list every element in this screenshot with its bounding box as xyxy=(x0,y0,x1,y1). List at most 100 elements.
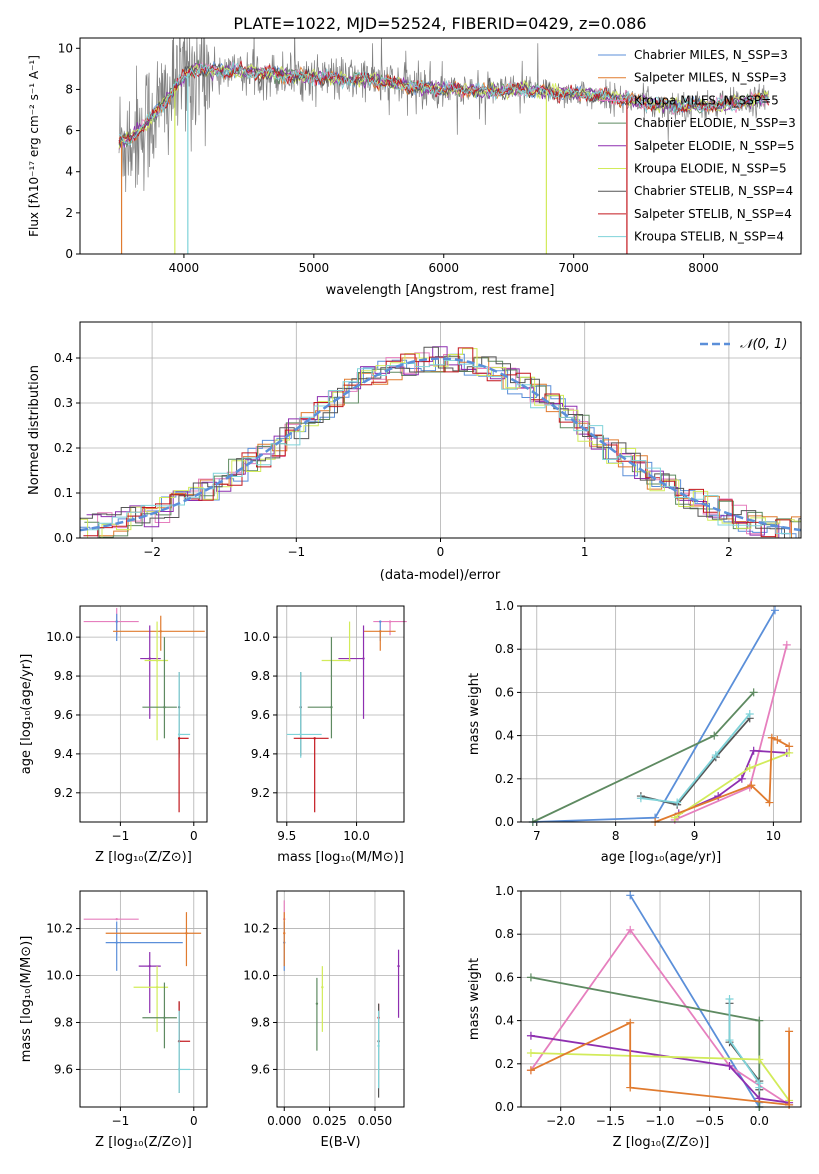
y-tick-label: 9.8 xyxy=(54,1015,73,1029)
data-point xyxy=(148,657,151,660)
y-tick-label: 10.0 xyxy=(46,969,73,983)
marks xyxy=(83,607,205,813)
x-tick-label: −1 xyxy=(112,829,130,843)
y-tick-label: 10.2 xyxy=(46,922,73,936)
x-tick-label: 10 xyxy=(766,829,781,843)
y-tick-label: 9.6 xyxy=(251,708,270,722)
data-point xyxy=(348,659,351,662)
series-marker xyxy=(710,731,719,740)
x-axis-label: age [log₁₀(age/yr)] xyxy=(601,850,722,865)
series-marker xyxy=(767,733,776,742)
x-tick-label: 5000 xyxy=(299,261,330,275)
y-tick-label: 0.0 xyxy=(495,815,514,829)
data-point xyxy=(321,986,324,989)
series-marker xyxy=(673,798,682,807)
x-tick-label: 6000 xyxy=(428,261,459,275)
spectrum-x-ticks: 4000 5000 6000 7000 8000 xyxy=(169,254,719,275)
data-point xyxy=(388,620,392,623)
x-tick-label: 8 xyxy=(612,829,620,843)
series-marker xyxy=(626,925,635,934)
y-tick-label: 0.6 xyxy=(495,970,514,984)
spectrum-title: PLATE=1022, MJD=52524, FIBERID=0429, z=0… xyxy=(233,14,646,33)
ticks: −1 0 9.6 9.8 10.0 10.2 xyxy=(46,922,197,1128)
data-point xyxy=(315,1002,319,1005)
legend-label: Chabrier STELIB, N_SSP=4 xyxy=(634,184,793,198)
series-marker xyxy=(773,735,782,744)
series-marker xyxy=(785,1100,794,1109)
y-tick-label: 0 xyxy=(65,247,73,261)
data-point xyxy=(283,932,286,935)
data-point xyxy=(115,620,118,623)
x-tick-label: 0 xyxy=(190,829,198,843)
marks xyxy=(283,900,400,1098)
x-axis-label: Z [log₁₀(Z/Z⊙)] xyxy=(95,1135,192,1150)
y-tick-label: 0.0 xyxy=(495,1100,514,1114)
data-point xyxy=(377,1044,380,1048)
histogram-step xyxy=(84,355,801,538)
series-marker xyxy=(725,1036,734,1045)
series-marker xyxy=(765,798,774,807)
axes-frame xyxy=(520,890,802,1108)
spectrum-frame xyxy=(79,37,802,255)
y-tick-label: 0.2 xyxy=(495,772,514,786)
series-marker xyxy=(737,774,746,783)
legend-label: Kroupa ELODIE, N_SSP=5 xyxy=(634,162,787,176)
x-tick-label: −2 xyxy=(143,545,161,559)
y-tick-label: 0.6 xyxy=(495,685,514,699)
histogram-step xyxy=(83,347,801,539)
y-tick-label: 0.8 xyxy=(495,642,514,656)
histogram-step xyxy=(86,346,801,539)
spectrum-x-label: wavelength [Angstrom, rest frame] xyxy=(326,283,555,298)
y-tick-label: 1.0 xyxy=(495,599,514,613)
series-line xyxy=(530,976,761,1107)
ticks: 9.5 10.0 9.2 9.4 9.6 9.8 10.0 xyxy=(243,630,370,843)
series-marker xyxy=(526,1066,535,1075)
x-tick-label: −1 xyxy=(287,545,305,559)
data-point xyxy=(115,941,118,944)
x-tick-label: 10.0 xyxy=(343,829,370,843)
marks xyxy=(528,606,794,826)
grid xyxy=(277,606,404,822)
series-marker xyxy=(745,764,754,772)
x-tick-label: 0 xyxy=(437,545,445,559)
age-vs-metallicity-panel: −1 0 9.2 9.4 9.6 9.8 10.0 Z [log₁₀(Z/Z⊙)] age [l… xyxy=(19,605,208,865)
y-tick-label: 9.8 xyxy=(251,669,270,683)
legend-label: Kroupa MILES, N_SSP=5 xyxy=(634,93,779,107)
data-point xyxy=(163,705,166,709)
data-point xyxy=(148,964,151,968)
series-marker xyxy=(770,606,779,615)
model-spectrum-line xyxy=(118,61,769,146)
spectrum-y-ticks: 0 2 4 6 8 10 xyxy=(58,41,80,261)
data-point xyxy=(185,932,188,935)
legend-label: Chabrier MILES, N_SSP=3 xyxy=(634,48,788,62)
mass-vs-ebv-panel: 0.000 0.025 0.050 9.6 9.8 10.0 10.2 E(B-V) xyxy=(243,890,405,1150)
data-point xyxy=(299,733,302,736)
marks xyxy=(286,620,407,813)
series-line xyxy=(654,736,790,823)
x-tick-label: 0.0 xyxy=(750,1114,769,1128)
histogram-step xyxy=(84,355,801,539)
y-tick-label: 0.4 xyxy=(495,1014,514,1028)
massweight-vs-age-panel: 7 8 9 10 0.0 0.2 0.4 0.6 0.8 1.0 age [log₁₀(age/yr… xyxy=(467,599,802,865)
y-tick-label: 2 xyxy=(65,206,73,220)
spectrum-panel: PLATE=1022, MJD=52524, FIBERID=0429, z=0… xyxy=(27,14,802,298)
y-tick-label: 10.0 xyxy=(46,630,73,644)
residuals-y-label: Normed distribution xyxy=(27,365,42,495)
model-spectrum-line xyxy=(118,59,769,148)
x-tick-label: 1 xyxy=(581,545,589,559)
x-tick-label: 0.050 xyxy=(358,1114,392,1128)
legend-label: Kroupa STELIB, N_SSP=4 xyxy=(634,230,784,244)
data-point xyxy=(379,620,382,623)
data-point xyxy=(159,630,162,633)
histogram-step xyxy=(80,348,801,539)
series-marker xyxy=(745,710,754,718)
grid xyxy=(277,891,404,1107)
y-tick-label: 1.0 xyxy=(495,884,514,898)
y-tick-label: 9.8 xyxy=(251,1015,270,1029)
series-marker xyxy=(526,973,535,982)
series-marker xyxy=(782,640,791,649)
ticks: −1 0 9.2 9.4 9.6 9.8 10.0 xyxy=(46,630,197,843)
legend-label: Salpeter STELIB, N_SSP=4 xyxy=(634,207,792,221)
y-tick-label: 6 xyxy=(65,124,73,138)
